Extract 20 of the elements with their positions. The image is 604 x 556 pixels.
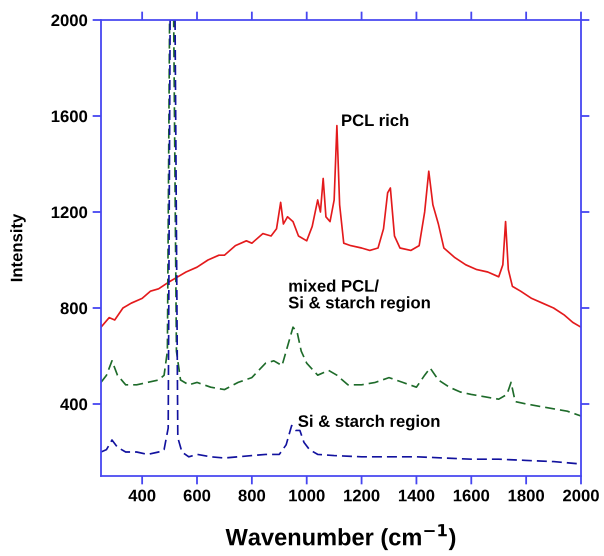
y-tick-label: 2000 (51, 14, 88, 26)
y-tick-label: 800 (60, 302, 88, 314)
y-tick-label: 1600 (52, 110, 88, 122)
x-tick-label: 1600 (454, 490, 490, 502)
x-tick-label: 2000 (563, 490, 599, 502)
series-label: Si & starch region (298, 414, 440, 430)
y-axis-title: Intensity (10, 214, 26, 282)
x-tick-label: 400 (128, 490, 156, 502)
series-label: PCL rich (342, 114, 408, 126)
x-tick-label: 600 (184, 490, 210, 502)
x-tick-label: 1800 (508, 490, 544, 502)
y-tick-label: 1200 (52, 206, 88, 218)
x-tick-label: 800 (238, 490, 266, 502)
x-axis-title: Wavenumber (cm$^{−1}$) (226, 524, 456, 550)
y-tick-label: 400 (60, 398, 88, 410)
x-tick-label: 1400 (398, 490, 434, 502)
line-series (101, 124, 581, 328)
series-label: mixed PCL/ Si & starch region (288, 279, 430, 312)
x-tick-label: 1000 (289, 490, 325, 502)
x-tick-label: 1200 (344, 490, 380, 502)
